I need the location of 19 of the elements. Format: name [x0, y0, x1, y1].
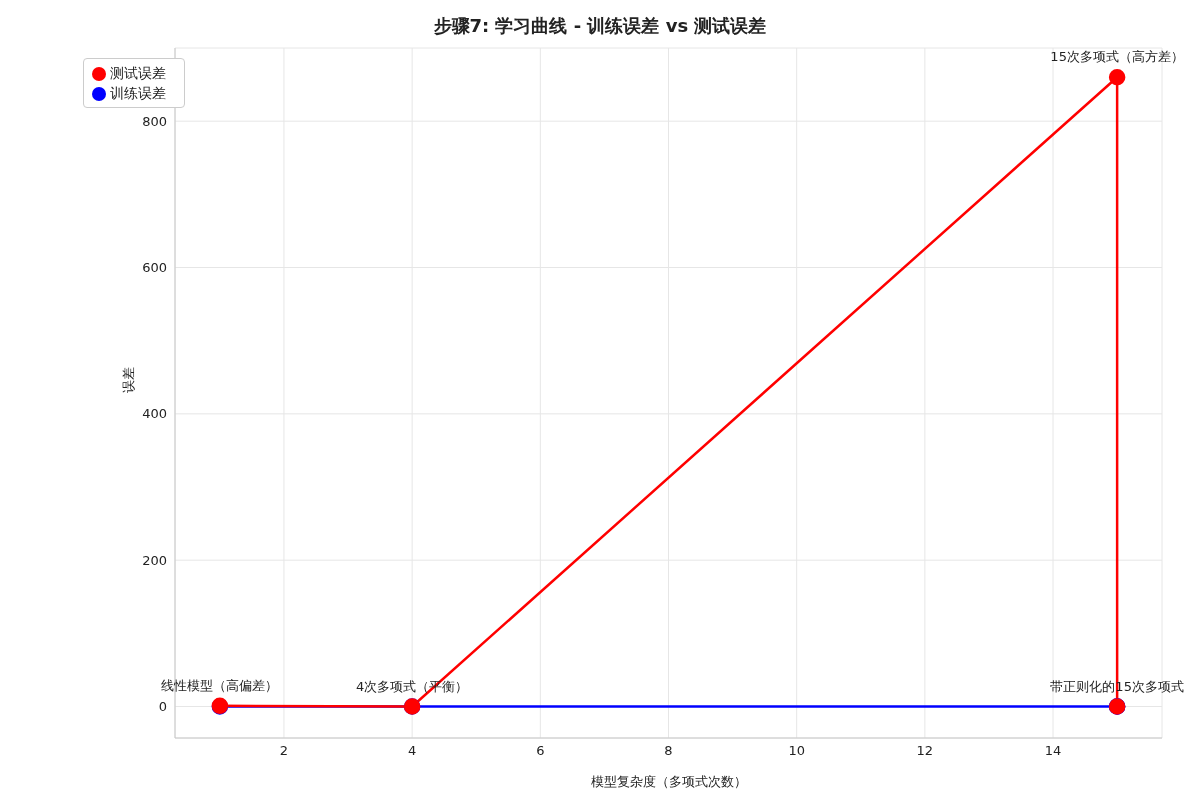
y-axis-title: 误差 [120, 367, 136, 393]
legend-label: 训练误差 [110, 85, 166, 101]
y-tick-label: 600 [142, 260, 167, 276]
x-axis-title: 模型复杂度（多项式次数） [590, 774, 747, 789]
x-tick-label: 6 [536, 743, 545, 759]
annotation: 线性模型（高偏差） [161, 677, 279, 693]
y-tick-label: 400 [142, 406, 167, 422]
x-tick-label: 12 [916, 743, 934, 759]
y-tick-label: 200 [142, 552, 167, 568]
y-tick-label: 0 [158, 699, 167, 715]
x-tick-label: 4 [408, 743, 417, 759]
x-tick-label: 10 [788, 743, 805, 759]
chart-title: 步骤7: 学习曲线 - 训练误差 vs 测试误差 [432, 14, 768, 38]
x-tick-label: 14 [1044, 743, 1062, 759]
annotation: 15次多项式（高方差） [1050, 49, 1184, 65]
y-tick-label: 800 [142, 113, 167, 129]
x-tick-label: 8 [664, 743, 673, 759]
x-tick-label: 2 [279, 743, 289, 759]
legend-label: 测试误差 [110, 65, 166, 81]
